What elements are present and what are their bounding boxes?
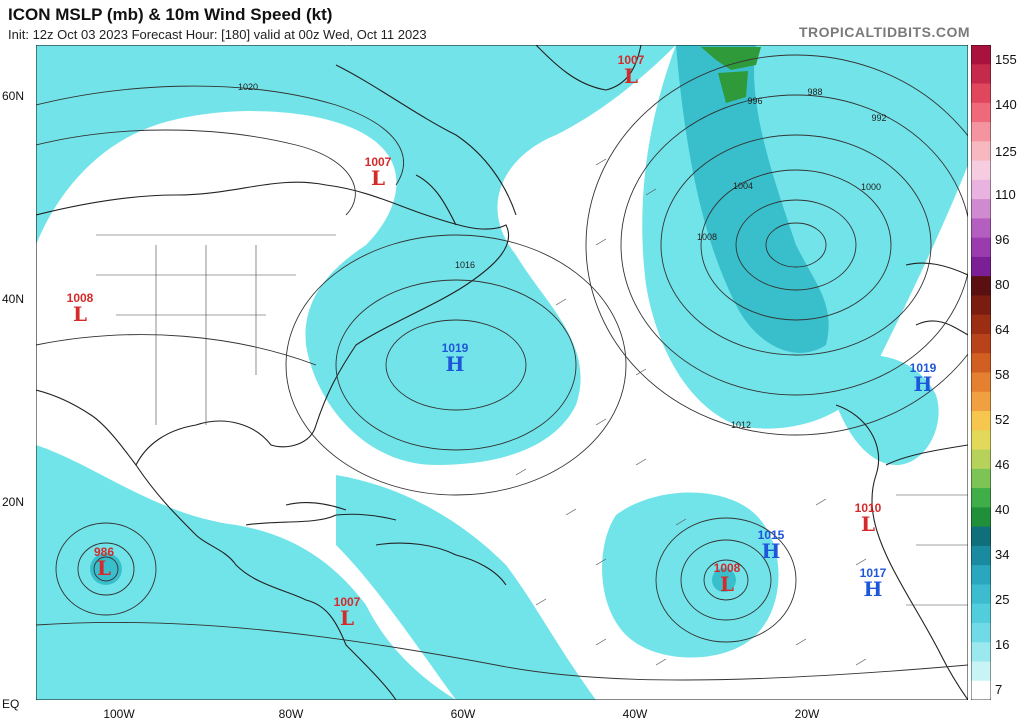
isobar-label: 1004 xyxy=(732,181,754,191)
colorbar-segment xyxy=(971,333,991,354)
isobars xyxy=(36,54,968,681)
wind-shading xyxy=(36,45,968,700)
lon-label-60w: 60W xyxy=(450,707,476,721)
wind-shading-peak xyxy=(701,47,761,103)
colorbar-tick-label: 25 xyxy=(995,592,1010,607)
isobar-label: 1012 xyxy=(730,420,752,430)
colorbar-segment xyxy=(971,83,991,104)
colorbar-segment xyxy=(971,507,991,528)
isobar-label: 1008 xyxy=(696,232,718,242)
colorbar-segment xyxy=(971,295,991,316)
colorbar-segment xyxy=(971,372,991,393)
colorbar-segment xyxy=(971,141,991,162)
colorbar-segment xyxy=(971,314,991,335)
high-pressure-iberia: 1019 H xyxy=(909,361,937,396)
isobar-label: 1020 xyxy=(237,82,259,92)
colorbar-segment xyxy=(971,661,991,682)
lat-label-60n: 60N xyxy=(2,89,25,103)
site-brand: TROPICALTIDBITS.COM xyxy=(798,24,970,40)
colorbar-tick-label: 58 xyxy=(995,367,1010,382)
colorbar-segment xyxy=(971,449,991,470)
colorbar-segment xyxy=(971,353,991,373)
low-pressure-south-america: 1007 L xyxy=(333,595,361,630)
colorbar-tick-label: 96 xyxy=(995,232,1010,247)
colorbar-tick-label: 80 xyxy=(995,277,1010,292)
wind-shading-strong xyxy=(90,45,829,592)
colorbar-segment xyxy=(971,603,991,624)
colorbar-tick-label: 7 xyxy=(995,682,1003,697)
colorbar-segment xyxy=(971,179,991,200)
colorbar-segment xyxy=(971,584,991,605)
colorbar-tick-label: 125 xyxy=(995,144,1017,159)
isobar-label: 988 xyxy=(807,87,823,97)
lat-label-eq: EQ xyxy=(2,697,20,711)
map-subtitle: Init: 12z Oct 03 2023 Forecast Hour: [18… xyxy=(8,27,427,42)
colorbar-segment xyxy=(971,45,991,65)
lon-label-80w: 80W xyxy=(278,707,304,721)
map-title: ICON MSLP (mb) & 10m Wind Speed (kt) xyxy=(8,5,333,24)
colorbar-segment xyxy=(971,680,991,700)
colorbar-tick-label: 34 xyxy=(995,547,1010,562)
colorbar-segment xyxy=(971,391,991,412)
lon-label-20w: 20W xyxy=(794,707,820,721)
isobar-label: 1000 xyxy=(860,182,882,192)
low-pressure-west-africa: 1010 L xyxy=(854,501,882,536)
colorbar-segment xyxy=(971,160,991,181)
wind-barbs xyxy=(515,158,867,666)
colorbar-tick-label: 52 xyxy=(995,412,1010,427)
colorbar-tick-label: 155 xyxy=(995,52,1017,67)
isobar-label: 1016 xyxy=(454,260,476,270)
colorbar-segment xyxy=(971,488,991,508)
colorbar-segment xyxy=(971,545,991,566)
low-pressure-western-us: 1008 L xyxy=(66,291,94,326)
low-pressure-quebec: 1007 L xyxy=(364,155,392,190)
low-pressure-pacific-hurricane: 986 L xyxy=(93,545,115,580)
colorbar-segment xyxy=(971,642,991,662)
colorbar-segment xyxy=(971,622,991,643)
lat-label-40n: 40N xyxy=(2,292,25,306)
isobar-label: 996 xyxy=(747,96,763,106)
colorbar-tick-label: 16 xyxy=(995,637,1010,652)
colorbar-segment xyxy=(971,526,991,547)
colorbar-segment xyxy=(971,102,991,123)
colorbar-tick-label: 64 xyxy=(995,322,1010,337)
colorbar-segment xyxy=(971,237,991,258)
colorbar-tick-label: 40 xyxy=(995,502,1010,517)
coastlines xyxy=(36,45,968,700)
colorbar-segment xyxy=(971,199,991,219)
colorbar-segment xyxy=(971,276,991,296)
low-pressure-greenland: 1007 L xyxy=(617,53,645,88)
isobar-label: 992 xyxy=(871,113,887,123)
colorbar-segment xyxy=(971,256,991,277)
lat-label-20n: 20N xyxy=(2,495,25,509)
colorbar-tick-label: 46 xyxy=(995,457,1010,472)
colorbar-segment xyxy=(971,218,991,239)
colorbar-segment xyxy=(971,122,991,142)
high-pressure-cape-verde: 1015 H xyxy=(757,528,785,563)
lon-label-100w: 100W xyxy=(103,707,135,721)
high-pressure-atlantic: 1019 H xyxy=(441,341,469,376)
high-pressure-west-africa: 1017 H xyxy=(859,566,887,601)
low-pressure-tropical-atlantic: 1008 L xyxy=(713,561,741,596)
forecast-map xyxy=(36,45,968,700)
colorbar-tick-label: 140 xyxy=(995,97,1017,112)
lon-label-40w: 40W xyxy=(622,707,648,721)
colorbar-segment xyxy=(971,430,991,451)
colorbar-segment xyxy=(971,411,991,431)
colorbar-segment xyxy=(971,64,991,85)
wind-speed-colorbar xyxy=(971,45,991,700)
colorbar-tick-label: 110 xyxy=(995,187,1016,202)
political-borders xyxy=(96,234,968,606)
colorbar-segment xyxy=(971,565,991,585)
colorbar-segment xyxy=(971,468,991,489)
